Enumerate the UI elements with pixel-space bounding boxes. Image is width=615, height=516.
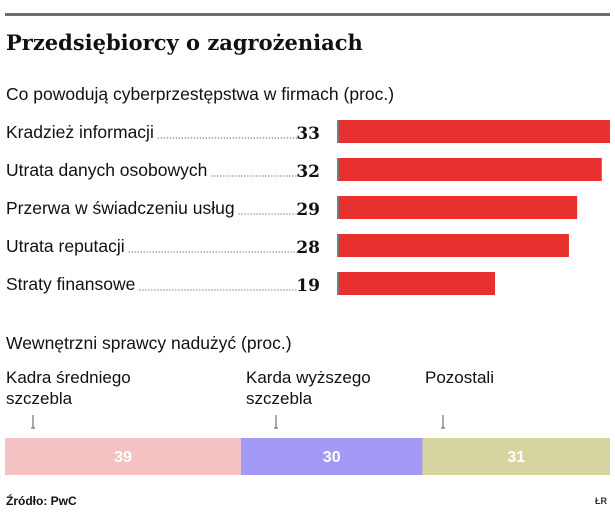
stack-category-label: Karda wyższego szczebla — [246, 368, 371, 408]
value-label: 28 — [296, 238, 320, 258]
stack-segment — [422, 438, 610, 475]
value-label: 33 — [296, 124, 320, 144]
category-label: Straty finansowe — [6, 274, 135, 294]
stack-category-label: Kadra średniego szczebla — [6, 368, 131, 408]
stack-segment — [5, 438, 241, 475]
stack-value-label: 39 — [114, 449, 132, 466]
stack-category-label: Pozostali — [425, 368, 494, 387]
author-credit: ŁR — [595, 496, 607, 506]
category-label: Utrata reputacji — [6, 236, 125, 256]
bar — [339, 272, 496, 295]
stack-segment — [240, 438, 423, 475]
category-label: Utrata danych osobowych — [6, 160, 207, 180]
chart-1-title: Co powodują cyberprzestępstwa w firmach … — [6, 84, 395, 104]
source-note: Źródło: PwC — [6, 494, 77, 508]
value-label: 32 — [296, 162, 320, 182]
bar — [339, 234, 569, 257]
value-label: 29 — [296, 200, 320, 220]
chart-2-title: Wewnętrzni sprawcy nadużyć (proc.) — [6, 333, 292, 353]
category-label: Kradzież informacji — [6, 122, 154, 142]
category-label: Przerwa w świadczeniu usług — [6, 198, 235, 218]
value-label: 19 — [296, 276, 320, 296]
bar — [339, 120, 610, 143]
threat-bar-chart: Kradzież informacji 33 Utrata danych osobo… — [6, 120, 610, 296]
top-rule — [5, 13, 610, 16]
bar — [339, 158, 602, 181]
page-title: Przedsiębiorcy o zagrożeniach — [6, 30, 363, 55]
stack-value-label: 31 — [507, 449, 525, 466]
bar — [339, 196, 578, 219]
stack-value-label: 30 — [323, 449, 341, 466]
